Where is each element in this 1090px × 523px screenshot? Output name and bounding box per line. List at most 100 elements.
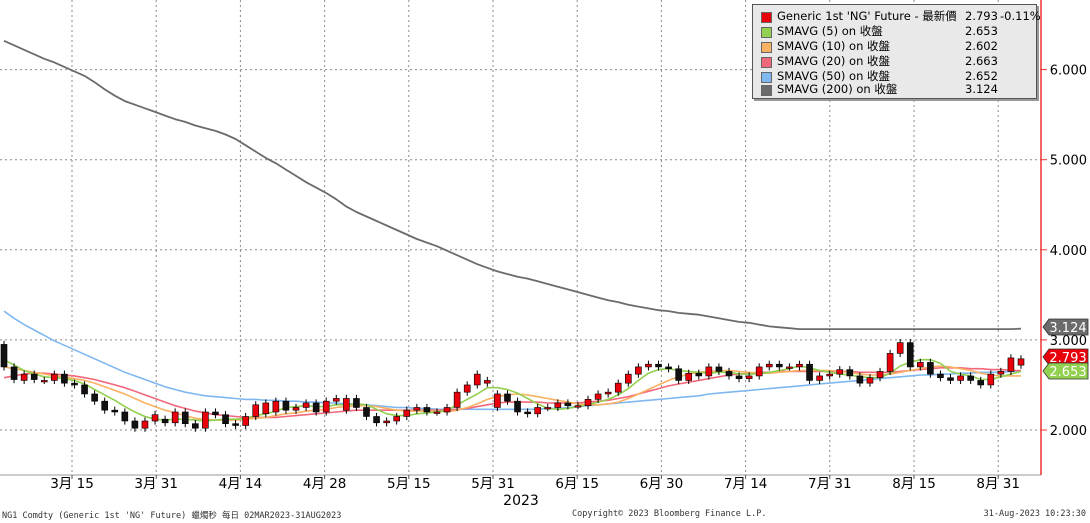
x-tick-label: 8月 31 bbox=[976, 476, 1020, 492]
candlestick bbox=[514, 397, 521, 416]
candlestick bbox=[624, 370, 632, 387]
last-value-tag-label: 3.124 bbox=[1049, 321, 1086, 336]
candlestick bbox=[222, 411, 229, 428]
candlestick bbox=[967, 372, 974, 385]
candle-body-down bbox=[121, 411, 129, 422]
candle-body-up bbox=[1007, 357, 1015, 372]
y-tick-label: 3.000 bbox=[1050, 334, 1087, 349]
footer-timestamp: 31-Aug-2023 10:23:30 bbox=[983, 509, 1086, 519]
candle-body-down bbox=[806, 363, 813, 381]
x-tick-label: 7月 31 bbox=[808, 476, 852, 492]
y-tick-label: 5.000 bbox=[1050, 154, 1087, 169]
candle-body-down bbox=[373, 416, 380, 424]
candle-body-up bbox=[494, 393, 501, 408]
candlestick bbox=[917, 358, 924, 371]
candle-body-down bbox=[715, 366, 723, 372]
candle-body-down bbox=[353, 398, 360, 408]
candle-body-up bbox=[645, 363, 652, 368]
candlestick bbox=[765, 360, 773, 371]
candlestick bbox=[504, 390, 511, 405]
candlestick bbox=[192, 420, 199, 432]
candle-body-up bbox=[765, 363, 773, 368]
y-tick-label: 4.000 bbox=[1050, 244, 1087, 259]
candlestick bbox=[373, 412, 380, 427]
candlestick bbox=[322, 397, 330, 416]
legend-value: 2.652 bbox=[965, 69, 998, 83]
candle-body-up bbox=[635, 366, 642, 375]
candle-body-up bbox=[886, 353, 894, 372]
candlestick bbox=[937, 370, 944, 382]
x-tick-label: 7月 14 bbox=[724, 476, 768, 492]
candle-body-down bbox=[564, 402, 572, 406]
candle-body-down bbox=[312, 402, 320, 413]
candlestick bbox=[796, 360, 803, 371]
candlestick bbox=[91, 390, 98, 405]
candlestick bbox=[1017, 355, 1025, 369]
candlestick bbox=[846, 366, 854, 380]
candlestick bbox=[755, 363, 763, 380]
candle-body-up bbox=[171, 411, 179, 424]
candlestick bbox=[101, 397, 108, 414]
candlestick bbox=[645, 360, 652, 371]
candlestick bbox=[906, 338, 914, 371]
candlestick bbox=[40, 376, 48, 385]
candle-body-down bbox=[947, 377, 954, 381]
candle-body-up bbox=[332, 398, 340, 402]
candle-body-up bbox=[896, 342, 904, 354]
candlestick bbox=[20, 370, 28, 385]
candlestick bbox=[232, 420, 239, 430]
last-value-tag-label: 2.653 bbox=[1049, 365, 1086, 380]
sma5-swatch bbox=[761, 27, 772, 38]
candlestick bbox=[302, 399, 310, 412]
last-value-tag-shape bbox=[1042, 318, 1089, 336]
legend-value: 2.653 bbox=[965, 24, 998, 38]
candlestick bbox=[635, 363, 642, 378]
candlestick bbox=[856, 372, 864, 387]
candle-body-up bbox=[484, 380, 491, 384]
x-tick-label: 4月 28 bbox=[303, 476, 347, 492]
candle-body-down bbox=[695, 372, 703, 377]
chart-grid bbox=[0, 0, 1041, 476]
candlestick bbox=[1007, 354, 1015, 376]
x-tick-label: 3月 31 bbox=[134, 476, 178, 492]
candle-body-down bbox=[91, 393, 98, 402]
candlestick bbox=[997, 367, 1005, 378]
candle-body-down bbox=[514, 400, 521, 413]
candle-body-down bbox=[161, 418, 169, 424]
candle-body-up bbox=[20, 373, 28, 381]
candlestick bbox=[594, 390, 602, 403]
candlestick bbox=[383, 417, 390, 427]
candle-body-down bbox=[856, 375, 864, 384]
candle-body-up bbox=[997, 371, 1005, 375]
candlestick bbox=[10, 363, 18, 384]
candlestick bbox=[363, 403, 370, 421]
candle-body-up bbox=[403, 409, 411, 417]
sma50-swatch bbox=[761, 72, 772, 83]
x-tick-label: 3月 15 bbox=[50, 476, 94, 492]
candlestick bbox=[776, 360, 783, 371]
candlesticks bbox=[0, 338, 1025, 432]
candle-body-up bbox=[584, 399, 592, 406]
legend-label: SMAVG (5) on 收盤 bbox=[777, 24, 883, 38]
candle-body-up bbox=[866, 377, 874, 384]
candle-body-up bbox=[836, 369, 844, 375]
candlestick bbox=[131, 417, 139, 432]
candle-body-down bbox=[0, 344, 8, 368]
sma10-swatch bbox=[761, 42, 772, 53]
candle-body-down bbox=[10, 366, 18, 380]
candle-body-up bbox=[574, 405, 582, 408]
candlestick bbox=[655, 360, 662, 371]
candle-body-down bbox=[927, 362, 934, 375]
candlestick bbox=[111, 406, 119, 416]
candle-body-up bbox=[1017, 358, 1025, 366]
candle-body-down bbox=[222, 414, 229, 424]
legend-item: SMAVG (50) on 收盤 2.652 bbox=[757, 69, 1032, 84]
candle-body-down bbox=[192, 423, 199, 429]
candle-body-down bbox=[71, 382, 78, 386]
candlestick bbox=[614, 379, 622, 396]
candlestick bbox=[574, 402, 582, 410]
candlestick bbox=[786, 363, 793, 371]
candlestick bbox=[393, 412, 401, 425]
